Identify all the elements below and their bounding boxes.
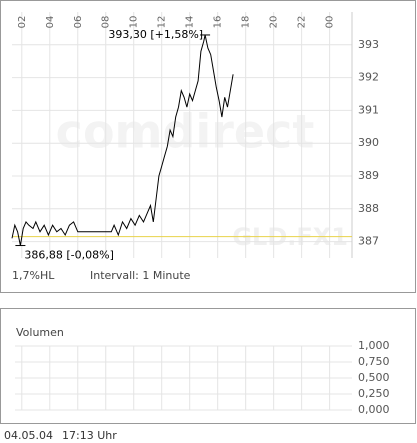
y-tick-label: 390 [358,136,379,149]
info-text: 1,7%HL [12,269,55,282]
x-tick-label: 06 [73,16,84,29]
y-tick-label: 1,000 [358,339,390,352]
watermark: comdirect [56,105,315,159]
x-tick-label: 18 [241,16,252,29]
annotation: 393,30 [+1,58%] [108,28,203,41]
y-tick-label: 0,500 [358,371,390,384]
y-tick-label: 0,250 [358,387,390,400]
volume-panel [0,308,416,424]
y-tick-label: 0,750 [358,355,390,368]
info-text: Intervall: 1 Minute [90,269,191,282]
x-tick-label: 08 [101,16,112,29]
y-tick-label: 392 [358,71,379,84]
price-line [11,34,234,246]
x-tick-label: 12 [157,16,168,29]
x-tick-label: 20 [269,16,280,29]
footer-date: 04.05.04 [4,429,53,442]
x-tick-label: 14 [185,16,196,29]
x-tick-label: 04 [45,16,56,29]
y-tick-label: 393 [358,38,379,51]
y-tick-label: 0,000 [358,403,390,416]
x-tick-label: 10 [129,16,140,29]
x-tick-label: 02 [17,16,28,29]
x-tick-label: 22 [297,16,308,29]
volume-title: Volumen [16,326,64,339]
footer-time: 17:13 Uhr [62,429,117,442]
y-tick-label: 387 [358,235,379,248]
y-tick-label: 389 [358,169,379,182]
x-tick-label: 00 [325,16,336,29]
y-tick-label: 391 [358,103,379,116]
price-panel [0,0,416,293]
x-tick-label: 16 [213,16,224,29]
annotation: 386,88 [-0,08%] [24,249,113,262]
y-tick-label: 388 [358,202,379,215]
